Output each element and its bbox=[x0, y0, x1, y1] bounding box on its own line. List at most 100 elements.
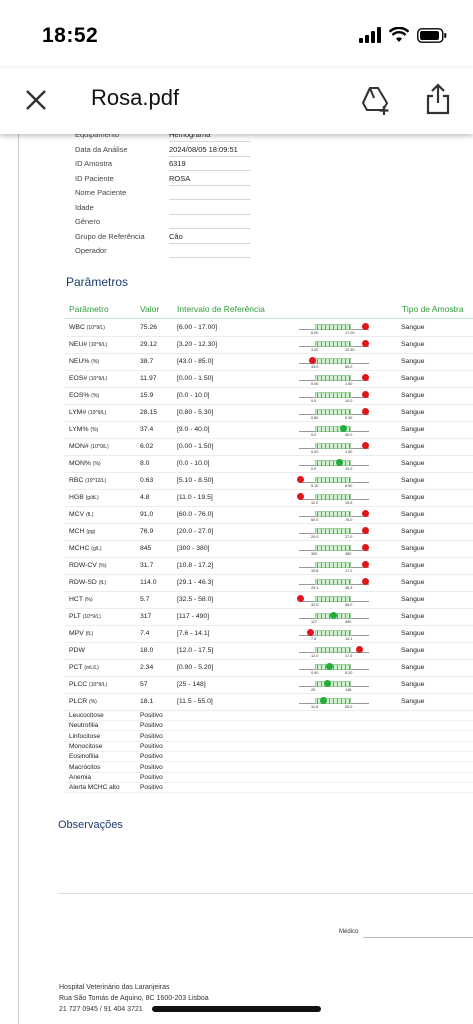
gauge-tick bbox=[333, 648, 334, 653]
sample-type: Sangue bbox=[401, 375, 425, 382]
flag-value: Positivo bbox=[140, 732, 163, 740]
gauge-tick bbox=[337, 563, 338, 568]
param-value: 75.26 bbox=[140, 324, 158, 331]
param-unit: (fL) bbox=[86, 512, 94, 518]
gauge-tick bbox=[325, 444, 326, 449]
gauge-marker bbox=[362, 544, 369, 551]
param-range: [25 - 148] bbox=[177, 681, 206, 688]
gauge-marker bbox=[362, 323, 369, 330]
gauge-tick bbox=[329, 495, 330, 500]
gauge-high-label: 10.0 bbox=[345, 399, 353, 403]
gauge-tick bbox=[345, 461, 346, 466]
param-label: WBC bbox=[69, 324, 85, 331]
param-range: [0.90 - 5.20] bbox=[177, 664, 214, 671]
sample-type: Sangue bbox=[401, 460, 425, 467]
info-row: Data da Análise 2024/08/05 18:09:51 bbox=[75, 145, 275, 159]
flag-name: Macrócitos bbox=[69, 763, 101, 771]
range-gauge: 11.0 19.5 bbox=[297, 491, 371, 506]
gauge-tick bbox=[333, 444, 334, 449]
gauge-high-label: 55.0 bbox=[345, 705, 353, 709]
gauge-tick bbox=[321, 376, 322, 381]
param-label: PCT bbox=[69, 664, 83, 671]
param-name: MCHC (g/L) bbox=[69, 545, 102, 552]
gauge-marker bbox=[362, 442, 369, 449]
param-name: PLT (10^9/L) bbox=[69, 613, 101, 620]
gauge-tick bbox=[345, 342, 346, 347]
gauge-tick bbox=[349, 563, 350, 568]
close-icon[interactable] bbox=[22, 86, 50, 114]
share-icon[interactable] bbox=[424, 82, 452, 116]
gauge-tick bbox=[329, 325, 330, 330]
gauge-tick bbox=[325, 393, 326, 398]
table-row: HGB (g/dL) 4.8 [11.0 - 19.5] 11.0 19.5 Sangue bbox=[65, 490, 473, 507]
gauge-tick bbox=[317, 512, 318, 517]
gauge-tick bbox=[325, 342, 326, 347]
gauge-tick bbox=[349, 529, 350, 534]
gauge-tick bbox=[337, 410, 338, 415]
gauge-tick bbox=[349, 699, 350, 704]
param-range: [20.0 - 27.0] bbox=[177, 528, 214, 535]
gauge-tick bbox=[329, 529, 330, 534]
sample-type: Sangue bbox=[401, 358, 425, 365]
param-unit: (%) bbox=[92, 461, 101, 467]
info-value: Cão bbox=[169, 231, 183, 241]
gauge-tick bbox=[333, 393, 334, 398]
table-row: PLT (10^9/L) 317 [117 - 490] 117 490 Sangue bbox=[65, 609, 473, 626]
gauge-tick bbox=[349, 444, 350, 449]
gauge-tick bbox=[317, 682, 318, 687]
gauge-tick bbox=[325, 427, 326, 432]
sample-type: Sangue bbox=[401, 324, 425, 331]
param-value: 18.1 bbox=[140, 698, 154, 705]
gauge-low-label: 11.0 bbox=[311, 501, 319, 505]
gauge-low-label: 12.0 bbox=[311, 654, 319, 658]
gauge-tick bbox=[349, 648, 350, 653]
param-value: 15.9 bbox=[140, 392, 154, 399]
gauge-marker bbox=[306, 629, 314, 636]
gauge-tick bbox=[321, 648, 322, 653]
range-gauge: 0.80 5.30 bbox=[297, 406, 371, 421]
gauge-tick bbox=[317, 529, 318, 534]
info-row: ID Amostra 6319 bbox=[75, 159, 275, 173]
home-indicator[interactable] bbox=[152, 1006, 321, 1012]
param-value: 317 bbox=[140, 613, 152, 620]
gauge-high-label: 8.50 bbox=[345, 484, 353, 488]
gauge-tick bbox=[345, 614, 346, 619]
param-unit: (10^9/L) bbox=[90, 444, 109, 450]
table-row: MCHC (g/L) 845 [300 - 380] 300 380 Sangue bbox=[65, 541, 473, 558]
gauge-tick bbox=[349, 376, 350, 381]
gauge-tick bbox=[329, 648, 330, 653]
gauge-tick bbox=[349, 580, 350, 585]
param-name: LYM# (10^9/L) bbox=[69, 409, 106, 416]
gauge-tick bbox=[349, 512, 350, 517]
table-row: EOS% (%) 15.9 [0.0 - 10.0] 0.0 10.0 Sangue bbox=[65, 388, 473, 405]
gauge-tick bbox=[349, 461, 350, 466]
gauge-tick bbox=[341, 512, 342, 517]
gauge-tick bbox=[349, 410, 350, 415]
param-value: 29.12 bbox=[140, 341, 158, 348]
gauge-tick bbox=[329, 444, 330, 449]
gauge-marker bbox=[362, 510, 369, 517]
gauge-tick bbox=[333, 461, 334, 466]
gauge-tick bbox=[317, 597, 318, 602]
gauge-tick bbox=[321, 478, 322, 483]
gauge-high-label: 12.30 bbox=[345, 348, 355, 352]
sample-type: Sangue bbox=[401, 698, 425, 705]
gauge-tick bbox=[317, 495, 318, 500]
info-label: Data da Análise bbox=[75, 144, 128, 154]
gauge-tick bbox=[317, 444, 318, 449]
sample-type: Sangue bbox=[401, 664, 425, 671]
footer-hospital: Hospital Veterinário das Laranjeiras bbox=[59, 984, 170, 991]
pdf-page[interactable]: Equipamento Hemograma Data da Análise 2024/… bbox=[18, 134, 473, 1024]
param-range: [11.5 - 55.0] bbox=[177, 698, 213, 705]
gauge-tick bbox=[321, 614, 322, 619]
gauge-tick bbox=[321, 563, 322, 568]
gauge-low-label: 6.00 bbox=[311, 331, 319, 335]
table-row: PDW 18.0 [12.0 - 17.5] 12.0 17.5 Sangue bbox=[65, 643, 473, 660]
info-underline bbox=[169, 170, 251, 171]
gauge-tick bbox=[325, 410, 326, 415]
gauge-tick bbox=[321, 580, 322, 585]
gauge-tick bbox=[325, 580, 326, 585]
drive-add-icon[interactable] bbox=[360, 84, 392, 116]
gauge-tick bbox=[337, 580, 338, 585]
gauge-tick bbox=[329, 359, 330, 364]
